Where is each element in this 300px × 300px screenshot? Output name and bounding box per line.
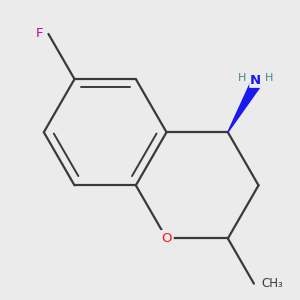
Text: N: N	[250, 74, 261, 87]
Text: F: F	[36, 27, 44, 40]
Text: H: H	[265, 73, 273, 83]
Text: H: H	[238, 73, 246, 83]
Polygon shape	[228, 82, 260, 132]
Text: CH₃: CH₃	[261, 277, 283, 290]
Text: O: O	[161, 232, 172, 245]
